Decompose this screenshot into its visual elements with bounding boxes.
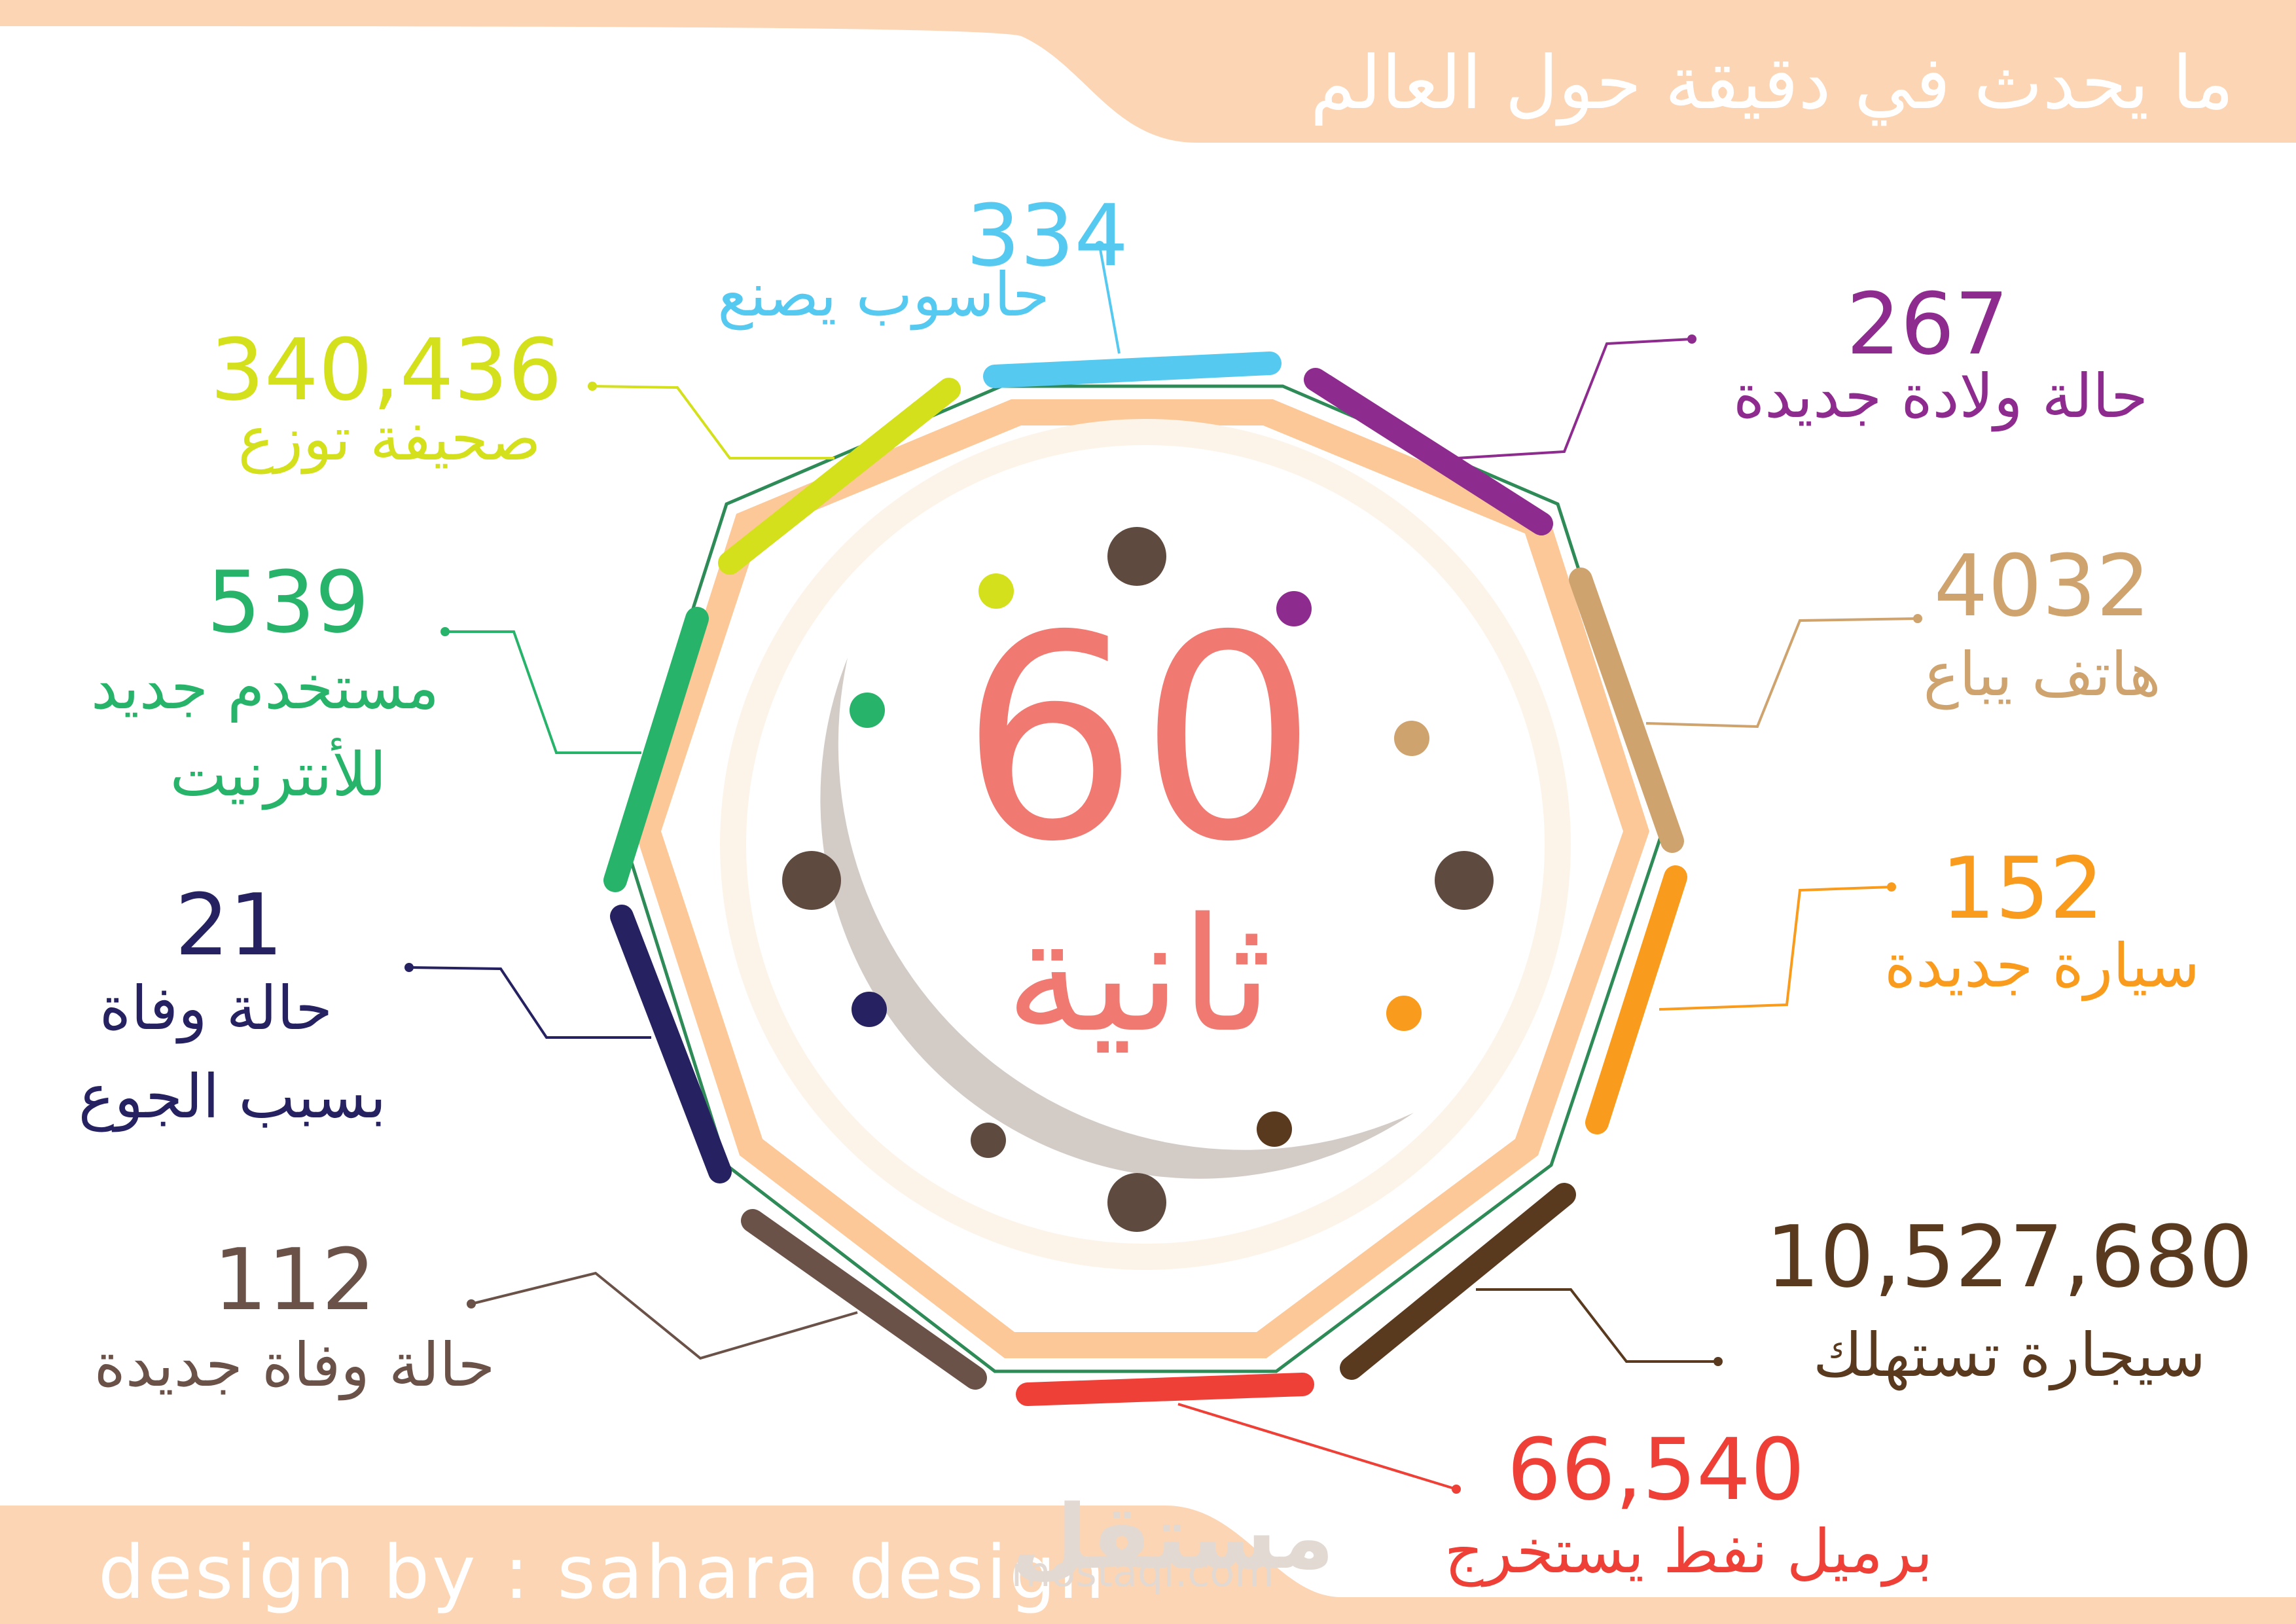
leader-cars	[1659, 886, 1892, 1011]
clock-dot	[852, 992, 887, 1027]
stat-internet-value: 539	[206, 552, 370, 652]
stat-phones-label: هاتف يباع	[1923, 640, 2161, 710]
stat-newspapers-label: صحيفة توزع	[238, 404, 541, 474]
clock-dot	[1107, 527, 1166, 586]
bottom-banner	[0, 1506, 2296, 1624]
stat-hunger-value: 21	[175, 875, 283, 975]
watermark-arabic: مستقل	[1011, 1486, 1335, 1589]
segment-births	[1304, 368, 1553, 535]
center-unit: ثانية	[1005, 884, 1272, 1067]
leader-hunger	[408, 966, 651, 1039]
clock-dot	[1386, 996, 1422, 1031]
clock-dot	[1435, 851, 1494, 910]
segment-phones	[1569, 568, 1684, 853]
clock-dot	[1394, 721, 1429, 756]
stat-cars-value: 152	[1941, 839, 2104, 938]
stat-oil-label: برميل نفط يستخرج	[1444, 1517, 1933, 1587]
page-title: ما يحدث في دقيقة حول العالم	[1310, 41, 2234, 126]
leader-deaths	[471, 1271, 858, 1360]
stat-newspapers-value: 340,436	[210, 320, 562, 420]
stat-births-value: 267	[1846, 274, 2009, 374]
stat-cigarettes-label: سيجارة تستهلك	[1813, 1320, 2206, 1390]
stat-internet-label-line2: للأنترنيت	[170, 740, 387, 810]
segment-cigarettes	[1340, 1183, 1576, 1380]
stat-phones-value: 4032	[1933, 536, 2151, 636]
stat-deaths-label: حالة وفاة جديدة	[94, 1330, 495, 1400]
clock-dot	[850, 693, 885, 728]
stat-computers-label: حاسوب يصنع	[717, 260, 1050, 330]
stat-hunger-label-line2: بسبب الجوع	[78, 1062, 387, 1132]
leader-newspapers	[592, 385, 834, 460]
leader-births	[1456, 338, 1693, 460]
segment-internet	[603, 607, 709, 892]
clock-dot	[1257, 1111, 1292, 1147]
stat-hunger-label-line1: حالة وفاة	[99, 973, 333, 1043]
segment-hunger	[610, 905, 732, 1183]
top-banner	[0, 0, 2296, 143]
watermark-latin: mostaql.com	[1011, 1548, 1274, 1596]
stat-computers-value: 334	[965, 186, 1129, 285]
clock-dot	[978, 573, 1014, 609]
crescent-shape	[820, 658, 1414, 1179]
clock-dot	[1107, 1173, 1166, 1232]
clock-dot	[782, 851, 841, 910]
clock-dot	[971, 1123, 1006, 1158]
stat-internet-label-line1: مستخدم جديد	[90, 653, 440, 723]
stat-cigarettes-value: 10,527,680	[1765, 1207, 2253, 1307]
leader-oil	[1177, 1403, 1457, 1490]
stat-cars-label: سيارة جديدة	[1884, 931, 2200, 1001]
segment-computers	[983, 352, 1282, 388]
segment-cars	[1585, 865, 1687, 1134]
stat-deaths-value: 112	[213, 1230, 376, 1329]
leader-cigarettes	[1476, 1288, 1718, 1363]
clock-dot	[1276, 591, 1312, 626]
leader-internet	[445, 630, 641, 754]
segment-oil	[1016, 1373, 1314, 1406]
segment-newspapers	[718, 378, 961, 575]
segment-deaths	[741, 1209, 987, 1390]
center-number: 60	[960, 576, 1318, 903]
stat-oil-value: 66,540	[1507, 1420, 1805, 1519]
stat-births-label: حالة ولادة جديدة	[1732, 361, 2149, 431]
designer-credit: design by : sahara design	[98, 1530, 1107, 1615]
leader-computers	[1098, 245, 1121, 354]
leader-phones	[1645, 617, 1918, 729]
